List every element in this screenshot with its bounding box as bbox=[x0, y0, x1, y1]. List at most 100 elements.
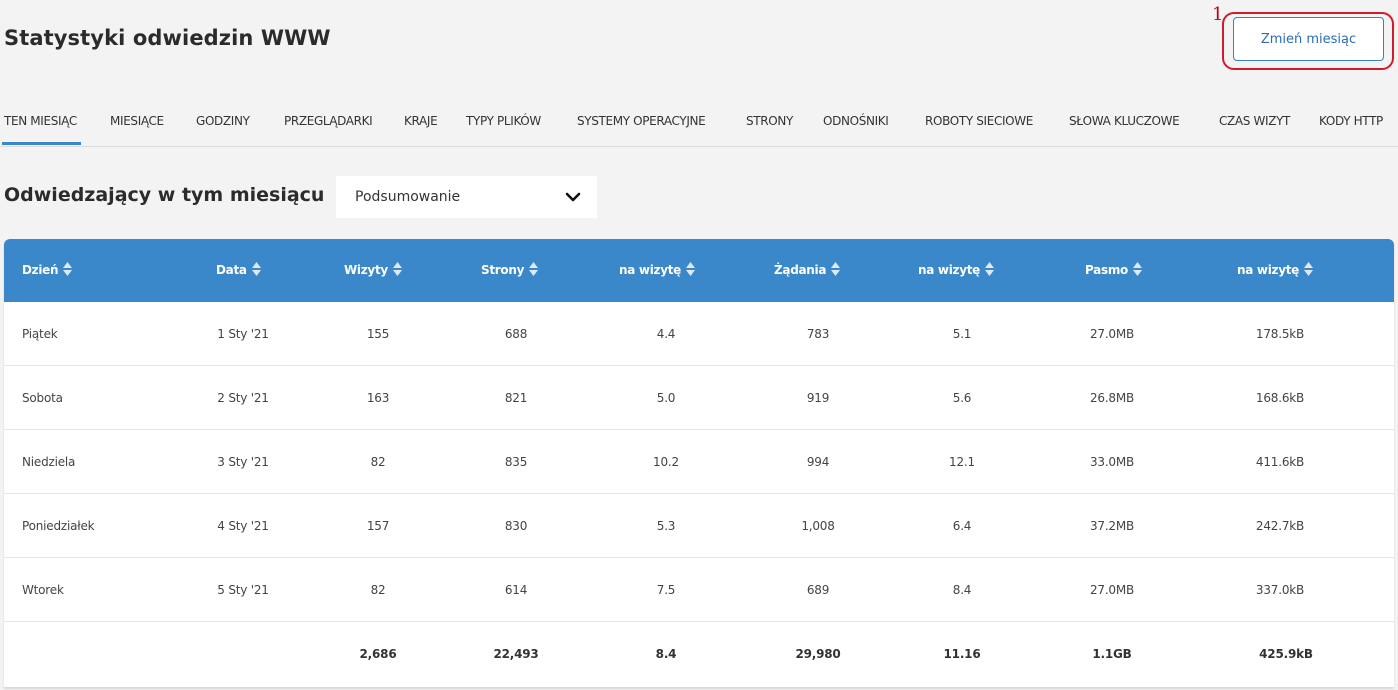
chevron-down-icon bbox=[565, 192, 581, 202]
annotation-number: 1 bbox=[1212, 4, 1224, 25]
tab-pages[interactable]: STRONY bbox=[746, 114, 793, 128]
sort-icon bbox=[251, 262, 261, 276]
table-row: Piątek 1 Sty '21 155 688 4.4 783 5.1 27.… bbox=[4, 302, 1394, 366]
cell-visits: 157 bbox=[366, 519, 390, 533]
cell-date: 2 Sty '21 bbox=[217, 391, 269, 405]
cell-bandwidth-per-visit: 242.7kB bbox=[1255, 519, 1305, 533]
cell-day: Poniedziałek bbox=[22, 519, 95, 533]
cell-requests: 919 bbox=[806, 391, 830, 405]
column-header-date[interactable]: Data bbox=[216, 262, 261, 277]
column-header-bandwidth-per-visit[interactable]: na wizytę bbox=[1237, 262, 1313, 277]
cell-visits: 155 bbox=[366, 327, 390, 341]
cell-date: 5 Sty '21 bbox=[217, 583, 269, 597]
cell-date: 3 Sty '21 bbox=[217, 455, 269, 469]
cell-bandwidth: 26.8MB bbox=[1089, 391, 1135, 405]
cell-requests-per-visit: 5.6 bbox=[952, 391, 972, 405]
tab-robots[interactable]: ROBOTY SIECIOWE bbox=[925, 114, 1034, 128]
tab-this-month[interactable]: TEN MIESIĄC bbox=[2, 114, 81, 145]
cell-requests: 689 bbox=[806, 583, 830, 597]
summary-select[interactable]: Podsumowanie bbox=[336, 176, 597, 218]
total-pages-per-visit: 8.4 bbox=[655, 647, 677, 661]
cell-pages: 614 bbox=[504, 583, 528, 597]
cell-visits: 82 bbox=[370, 455, 386, 469]
cell-pages-per-visit: 7.5 bbox=[656, 583, 676, 597]
column-header-pages[interactable]: Strony bbox=[481, 262, 539, 277]
cell-bandwidth-per-visit: 337.0kB bbox=[1255, 583, 1305, 597]
cell-pages-per-visit: 10.2 bbox=[653, 455, 679, 469]
table-row: Poniedziałek 4 Sty '21 157 830 5.3 1,008… bbox=[4, 494, 1394, 558]
cell-pages: 830 bbox=[504, 519, 528, 533]
tab-http-codes[interactable]: KODY HTTP bbox=[1319, 114, 1383, 128]
sort-icon bbox=[529, 262, 539, 276]
cell-pages-per-visit: 5.3 bbox=[656, 519, 676, 533]
cell-bandwidth-per-visit: 168.6kB bbox=[1255, 391, 1305, 405]
sort-icon bbox=[985, 262, 994, 276]
tab-operating-systems[interactable]: SYSTEMY OPERACYJNE bbox=[577, 114, 706, 128]
column-header-requests-per-visit[interactable]: na wizytę bbox=[918, 262, 994, 277]
cell-requests: 994 bbox=[806, 455, 830, 469]
total-requests-per-visit: 11.16 bbox=[943, 647, 981, 661]
cell-visits: 163 bbox=[366, 391, 390, 405]
column-header-day[interactable]: Dzień bbox=[22, 262, 73, 277]
tab-months[interactable]: MIESIĄCE bbox=[110, 114, 164, 128]
annotation-highlight bbox=[1222, 12, 1394, 70]
cell-bandwidth: 27.0MB bbox=[1089, 583, 1135, 597]
tab-keywords[interactable]: SŁOWA KLUCZOWE bbox=[1069, 114, 1180, 128]
table-row: Wtorek 5 Sty '21 82 614 7.5 689 8.4 27.0… bbox=[4, 558, 1394, 622]
change-month-button[interactable]: Zmień miesiąc bbox=[1233, 17, 1384, 61]
column-header-bandwidth[interactable]: Pasmo bbox=[1085, 262, 1142, 277]
cell-requests: 1,008 bbox=[801, 519, 835, 533]
sort-icon bbox=[392, 262, 402, 276]
cell-bandwidth: 33.0MB bbox=[1089, 455, 1135, 469]
total-bandwidth: 1.1GB bbox=[1092, 647, 1132, 661]
cell-pages: 821 bbox=[504, 391, 528, 405]
tab-bar: TEN MIESIĄC MIESIĄCE GODZINY PRZEGLĄDARK… bbox=[0, 104, 1398, 147]
cell-requests-per-visit: 5.1 bbox=[952, 327, 972, 341]
tab-browsers[interactable]: PRZEGLĄDARKI bbox=[284, 114, 373, 128]
tab-countries[interactable]: KRAJE bbox=[404, 114, 438, 128]
cell-requests-per-visit: 8.4 bbox=[952, 583, 972, 597]
cell-bandwidth-per-visit: 411.6kB bbox=[1255, 455, 1305, 469]
sort-icon bbox=[1132, 262, 1142, 276]
tab-referrers[interactable]: ODNOŚNIKI bbox=[823, 114, 889, 128]
cell-pages: 835 bbox=[504, 455, 528, 469]
cell-bandwidth-per-visit: 178.5kB bbox=[1255, 327, 1305, 341]
stats-table: Dzień Data Wizyty Strony na wizytę Żądan… bbox=[4, 239, 1394, 687]
tab-hours[interactable]: GODZINY bbox=[196, 114, 250, 128]
table-header: Dzień Data Wizyty Strony na wizytę Żądan… bbox=[4, 239, 1394, 302]
cell-date: 4 Sty '21 bbox=[217, 519, 269, 533]
cell-date: 1 Sty '21 bbox=[217, 327, 269, 341]
table-row: Sobota 2 Sty '21 163 821 5.0 919 5.6 26.… bbox=[4, 366, 1394, 430]
cell-pages: 688 bbox=[504, 327, 528, 341]
sort-icon bbox=[63, 262, 73, 276]
cell-bandwidth: 37.2MB bbox=[1089, 519, 1135, 533]
sort-icon bbox=[1304, 262, 1313, 276]
cell-day: Wtorek bbox=[22, 583, 64, 597]
cell-day: Piątek bbox=[22, 327, 58, 341]
sort-icon bbox=[686, 262, 695, 276]
section-title: Odwiedzający w tym miesiącu bbox=[4, 184, 325, 206]
cell-pages-per-visit: 5.0 bbox=[656, 391, 676, 405]
tab-visit-duration[interactable]: CZAS WIZYT bbox=[1219, 114, 1291, 128]
cell-requests-per-visit: 6.4 bbox=[952, 519, 972, 533]
table-row: Niedziela 3 Sty '21 82 835 10.2 994 12.1… bbox=[4, 430, 1394, 494]
table-totals-row: 2,686 22,493 8.4 29,980 11.16 1.1GB 425.… bbox=[4, 622, 1394, 686]
cell-requests-per-visit: 12.1 bbox=[949, 455, 975, 469]
cell-bandwidth: 27.0MB bbox=[1089, 327, 1135, 341]
column-header-requests[interactable]: Żądania bbox=[774, 262, 841, 277]
total-visits: 2,686 bbox=[359, 647, 397, 661]
sort-icon bbox=[831, 262, 841, 276]
cell-pages-per-visit: 4.4 bbox=[656, 327, 676, 341]
total-requests: 29,980 bbox=[795, 647, 841, 661]
cell-visits: 82 bbox=[370, 583, 386, 597]
total-pages: 22,493 bbox=[493, 647, 539, 661]
tab-file-types[interactable]: TYPY PLIKÓW bbox=[466, 114, 541, 128]
column-header-visits[interactable]: Wizyty bbox=[344, 262, 402, 277]
cell-day: Sobota bbox=[22, 391, 63, 405]
cell-requests: 783 bbox=[806, 327, 830, 341]
select-value: Podsumowanie bbox=[355, 189, 461, 205]
column-header-pages-per-visit[interactable]: na wizytę bbox=[619, 262, 695, 277]
page-title: Statystyki odwiedzin WWW bbox=[4, 26, 331, 50]
total-bandwidth-per-visit: 425.9kB bbox=[1259, 647, 1313, 661]
cell-day: Niedziela bbox=[22, 455, 76, 469]
